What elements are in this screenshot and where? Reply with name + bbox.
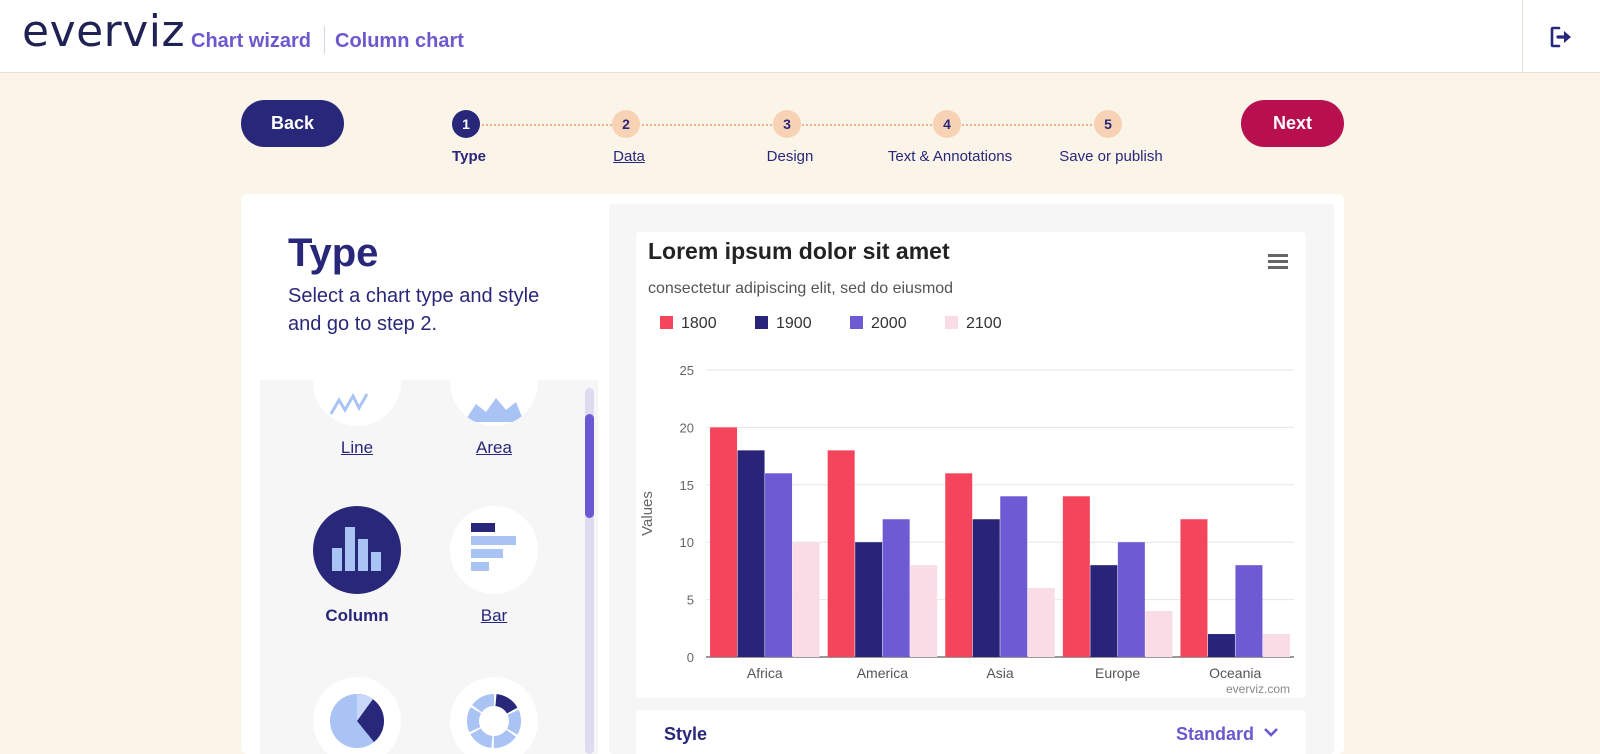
y-tick-25: 25 [680, 363, 694, 378]
chart-type-scrollbar-track[interactable] [585, 388, 594, 754]
bar-oceania-1900[interactable] [1207, 634, 1235, 657]
step-5-circle[interactable]: 5 [1094, 110, 1122, 138]
bar-europe-1800[interactable] [1062, 496, 1090, 657]
breadcrumb-chart-type: Column chart [335, 30, 464, 52]
bar-america-2100[interactable] [910, 565, 938, 657]
donut-chart-icon [466, 693, 522, 749]
bar-oceania-2100[interactable] [1262, 634, 1290, 657]
breadcrumb-divider [324, 26, 325, 54]
step-4-label[interactable]: Text & Annotations [887, 148, 1013, 165]
bar-america-1900[interactable] [855, 542, 883, 657]
bar-africa-2100[interactable] [792, 542, 820, 657]
step-2-label[interactable]: Data [613, 148, 645, 165]
chart-credit[interactable]: everviz.com [1226, 682, 1291, 696]
logout-icon [1550, 26, 1571, 47]
bar-asia-2000[interactable] [1000, 496, 1028, 657]
next-button[interactable]: Next [1241, 100, 1344, 147]
chart-type-bar-label[interactable]: Bar [480, 606, 508, 625]
legend-item-2100[interactable]: 2100 [966, 315, 1002, 332]
chevron-down-icon[interactable] [1263, 726, 1279, 738]
column-chart-icon [332, 527, 381, 571]
bar-africa-1900[interactable] [737, 450, 765, 657]
legend-swatch-2000[interactable] [850, 316, 863, 329]
y-tick-20: 20 [680, 420, 694, 435]
logout-button[interactable] [1522, 0, 1600, 73]
y-axis-label: Values [639, 491, 656, 536]
chart-type-donut[interactable] [450, 677, 538, 754]
breadcrumb-chart-wizard[interactable]: Chart wizard [191, 30, 312, 52]
chart-type-pie[interactable] [313, 677, 401, 754]
section-title: Type [288, 231, 379, 275]
x-tick-america: America [857, 665, 909, 681]
legend-item-1800[interactable]: 1800 [681, 315, 717, 332]
chart-type-line-label[interactable]: Line [340, 438, 374, 457]
chart-type-list[interactable]: Line Area Column Bar [260, 380, 598, 754]
chart-type-bar[interactable] [450, 506, 538, 594]
area-chart-icon [464, 398, 524, 422]
y-tick-0: 0 [687, 650, 694, 665]
column-chart: 1800 1900 2000 2100 0 5 10 15 20 25 Values Africa Am… [639, 315, 1294, 681]
legend-swatch-1800[interactable] [660, 316, 673, 329]
bar-europe-2100[interactable] [1145, 611, 1173, 657]
chart-type-area[interactable] [450, 380, 538, 426]
y-tick-10: 10 [680, 535, 694, 550]
bar-asia-2100[interactable] [1027, 588, 1055, 657]
hamburger-menu-icon[interactable] [1268, 253, 1288, 269]
y-tick-15: 15 [680, 478, 694, 493]
chart-type-column-label[interactable]: Column [325, 606, 389, 625]
chart-type-scrollbar-thumb[interactable] [585, 414, 594, 518]
bar-america-1800[interactable] [827, 450, 855, 657]
pie-chart-icon [330, 693, 385, 748]
legend-item-1900[interactable]: 1900 [776, 315, 812, 332]
bar-europe-1900[interactable] [1090, 565, 1118, 657]
step-1-circle[interactable]: 1 [452, 110, 480, 138]
step-1-label[interactable]: Type [452, 148, 486, 165]
x-tick-oceania: Oceania [1209, 665, 1261, 681]
chart-type-column[interactable] [313, 506, 401, 594]
style-label: Style [664, 724, 708, 744]
bar-oceania-2000[interactable] [1235, 565, 1263, 657]
bar-europe-2000[interactable] [1117, 542, 1145, 657]
bar-africa-1800[interactable] [710, 427, 738, 657]
top-bar: everviz Chart wizard Column chart [0, 0, 1600, 73]
legend-item-2000[interactable]: 2000 [871, 315, 907, 332]
back-button[interactable]: Back [241, 100, 344, 147]
bar-africa-2000[interactable] [765, 473, 793, 657]
style-dropdown[interactable]: Standard [1176, 724, 1255, 744]
bar-oceania-1800[interactable] [1180, 519, 1208, 657]
bar-asia-1900[interactable] [972, 519, 1000, 657]
x-tick-africa: Africa [747, 665, 783, 681]
style-selector[interactable] [636, 710, 1306, 754]
legend-swatch-2100[interactable] [945, 316, 958, 329]
bar-america-2000[interactable] [882, 519, 910, 657]
x-tick-europe: Europe [1095, 665, 1140, 681]
step-5-label[interactable]: Save or publish [1059, 148, 1163, 165]
bar-chart-icon [471, 523, 516, 571]
step-3-label[interactable]: Design [766, 148, 814, 165]
chart-title: Lorem ipsum dolor sit amet [648, 238, 950, 264]
everviz-logo[interactable]: everviz [22, 6, 186, 57]
y-tick-5: 5 [687, 593, 694, 608]
bar-asia-1800[interactable] [945, 473, 973, 657]
step-3-circle[interactable]: 3 [773, 110, 801, 138]
chart-type-area-label[interactable]: Area [476, 438, 512, 457]
step-2-circle[interactable]: 2 [612, 110, 640, 138]
chart-type-line[interactable] [313, 380, 401, 426]
chart-subtitle: consectetur adipiscing elit, sed do eius… [648, 280, 954, 297]
x-tick-asia: Asia [986, 665, 1013, 681]
step-4-circle[interactable]: 4 [933, 110, 961, 138]
line-chart-icon [329, 392, 369, 415]
legend-swatch-1900[interactable] [755, 316, 768, 329]
section-description: Select a chart type and style and go to … [288, 285, 540, 335]
